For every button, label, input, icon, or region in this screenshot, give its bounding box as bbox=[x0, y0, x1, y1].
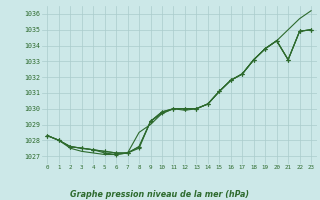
Text: Graphe pression niveau de la mer (hPa): Graphe pression niveau de la mer (hPa) bbox=[70, 190, 250, 199]
